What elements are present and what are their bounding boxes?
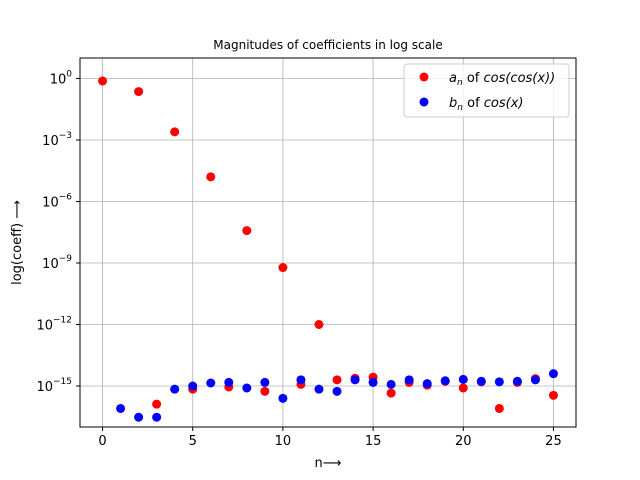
grid bbox=[80, 58, 576, 427]
b-point bbox=[188, 381, 198, 391]
a-point bbox=[242, 226, 252, 236]
legend-b-main: b bbox=[449, 96, 457, 111]
x-tick-label: 10 bbox=[275, 434, 292, 449]
legend-label-b: bn of cos(x) bbox=[449, 96, 524, 113]
a-point bbox=[278, 263, 288, 273]
legend: an of cos(cos(x)) bn of cos(x) bbox=[403, 63, 570, 118]
b-point bbox=[224, 377, 234, 387]
x-tick-label: 20 bbox=[455, 434, 472, 449]
legend-b-italic: cos(x) bbox=[484, 96, 524, 111]
plot-frame bbox=[79, 57, 577, 428]
x-tick-label: 0 bbox=[98, 434, 106, 449]
a-point bbox=[458, 383, 468, 393]
x-axis-ticks: 0 5 10 15 20 25 bbox=[98, 427, 562, 449]
a-point bbox=[386, 388, 396, 398]
b-point bbox=[260, 377, 270, 387]
legend-b-sub: n bbox=[457, 103, 463, 113]
legend-label-a: an of cos(cos(x)) bbox=[449, 71, 555, 88]
a-point bbox=[260, 386, 270, 396]
y-tick-label: 10−9 bbox=[42, 254, 72, 272]
b-point bbox=[314, 384, 324, 394]
b-point bbox=[296, 375, 306, 385]
b-point bbox=[386, 379, 396, 389]
legend-a-main: a bbox=[449, 71, 457, 86]
x-tick-label: 5 bbox=[189, 434, 197, 449]
y-tick-label: 10−12 bbox=[36, 316, 72, 334]
a-point bbox=[314, 320, 324, 329]
legend-box bbox=[403, 63, 570, 118]
chart-title: Magnitudes of coefficients in log scale bbox=[213, 38, 442, 52]
y-axis-ticks: 10−15 10−12 10−9 10−6 10−3 100 bbox=[36, 70, 80, 395]
y-axis-label: log(coeff) ⟶ bbox=[10, 200, 25, 285]
legend-marker-a bbox=[419, 72, 429, 82]
b-point bbox=[512, 376, 522, 386]
y-tick-label: 10−3 bbox=[42, 131, 72, 149]
b-point bbox=[530, 375, 540, 385]
b-point bbox=[494, 377, 504, 387]
a-point bbox=[332, 375, 342, 385]
b-point bbox=[206, 378, 216, 388]
b-point bbox=[116, 403, 126, 413]
b-point bbox=[422, 379, 432, 389]
legend-a-italic: cos(cos(x)) bbox=[483, 71, 555, 86]
legend-a-sub: n bbox=[457, 78, 463, 88]
legend-marker-b bbox=[419, 97, 429, 107]
y-tick-label: 100 bbox=[50, 70, 73, 88]
y-tick-label: 10−15 bbox=[36, 377, 72, 395]
b-point bbox=[368, 377, 378, 387]
a-point bbox=[494, 403, 504, 413]
x-axis-label: n⟶ bbox=[315, 456, 342, 471]
legend-a-rest: of bbox=[463, 71, 484, 86]
b-point bbox=[350, 375, 360, 385]
b-point bbox=[476, 376, 486, 386]
b-point bbox=[170, 384, 180, 394]
b-point bbox=[278, 393, 288, 403]
b-point bbox=[152, 412, 162, 422]
b-point bbox=[242, 383, 252, 393]
data-points bbox=[98, 76, 558, 422]
a-point bbox=[170, 127, 180, 137]
a-point bbox=[98, 76, 108, 86]
a-point bbox=[152, 399, 162, 409]
b-point bbox=[548, 369, 558, 379]
b-point bbox=[404, 375, 414, 385]
a-point bbox=[548, 390, 558, 400]
b-point bbox=[440, 376, 450, 386]
b-point bbox=[458, 374, 468, 384]
x-tick-label: 15 bbox=[365, 434, 382, 449]
legend-b-rest: of bbox=[463, 96, 484, 111]
b-point bbox=[332, 386, 342, 396]
a-point bbox=[134, 87, 144, 97]
y-tick-label: 10−6 bbox=[42, 193, 72, 211]
a-point bbox=[206, 172, 216, 182]
x-tick-label: 25 bbox=[545, 434, 562, 449]
b-point bbox=[134, 412, 144, 422]
